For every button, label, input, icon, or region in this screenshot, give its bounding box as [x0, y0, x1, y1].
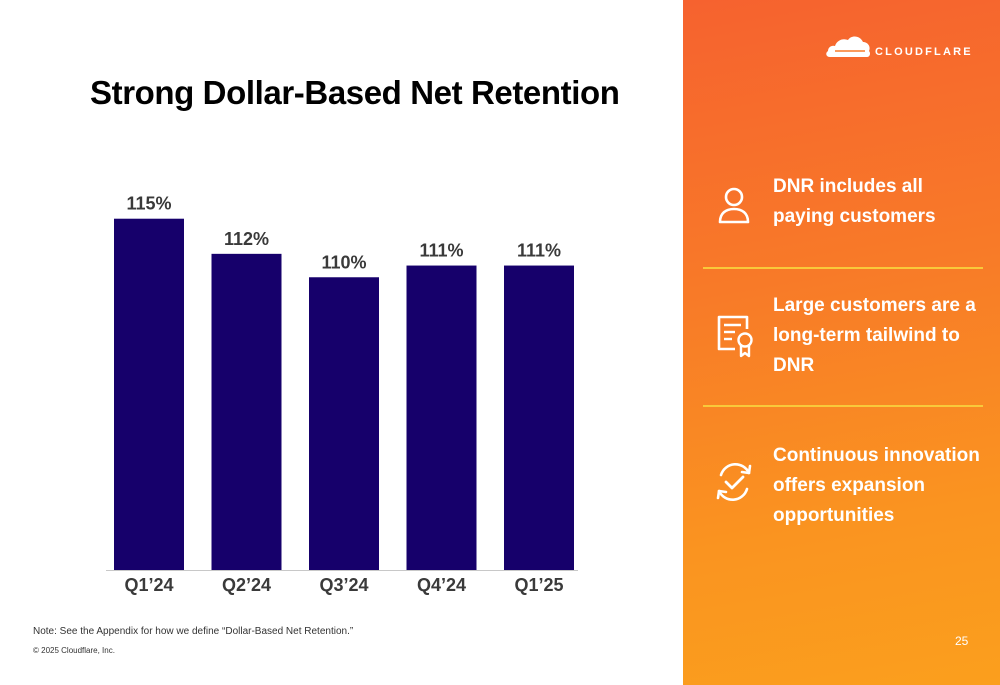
footnote: Note: See the Appendix for how we define… — [33, 626, 354, 637]
data-label: 112% — [224, 229, 269, 249]
data-label: 115% — [126, 194, 171, 214]
divider — [703, 267, 983, 269]
x-tick-label: Q1’25 — [514, 575, 563, 595]
logo-wordmark: CLOUDFLARE — [875, 46, 973, 58]
slide-main: Strong Dollar-Based Net Retention 115% Q1… — [33, 74, 620, 655]
bar — [114, 218, 184, 571]
data-label: 110% — [321, 252, 366, 272]
x-tick-label: Q1’24 — [124, 575, 173, 595]
sidebar-panel: CLOUDFLARE DNR includes all paying custo… — [683, 0, 1000, 685]
divider — [703, 405, 983, 407]
feature-text: DNR includes all paying customers — [773, 176, 936, 227]
data-label: 111% — [419, 241, 463, 261]
x-tick-label: Q3’24 — [319, 575, 368, 595]
bar-chart: 115% Q1’24 112% Q2’24 110% Q3’24 111% Q4’24 111%… — [106, 194, 578, 595]
bar — [309, 277, 379, 570]
x-tick-label: Q4’24 — [417, 575, 466, 595]
feature-text: Continuous innovation offers expansion o… — [773, 445, 980, 526]
x-tick-label: Q2’24 — [222, 575, 271, 595]
data-label: 111% — [517, 241, 561, 261]
cloudflare-logo: CLOUDFLARE — [825, 30, 975, 60]
bar — [504, 265, 574, 570]
certificate-icon — [717, 315, 753, 358]
refresh-check-icon — [716, 463, 752, 501]
page-number: 25 — [955, 634, 969, 648]
bar — [211, 253, 282, 570]
person-icon — [718, 187, 750, 224]
copyright: © 2025 Cloudflare, Inc. — [33, 646, 115, 655]
feature-text: Large customers are a long-term tailwind… — [773, 295, 976, 376]
page-title: Strong Dollar-Based Net Retention — [90, 74, 620, 111]
cloud-logo-icon — [826, 36, 871, 57]
bar — [406, 265, 477, 570]
